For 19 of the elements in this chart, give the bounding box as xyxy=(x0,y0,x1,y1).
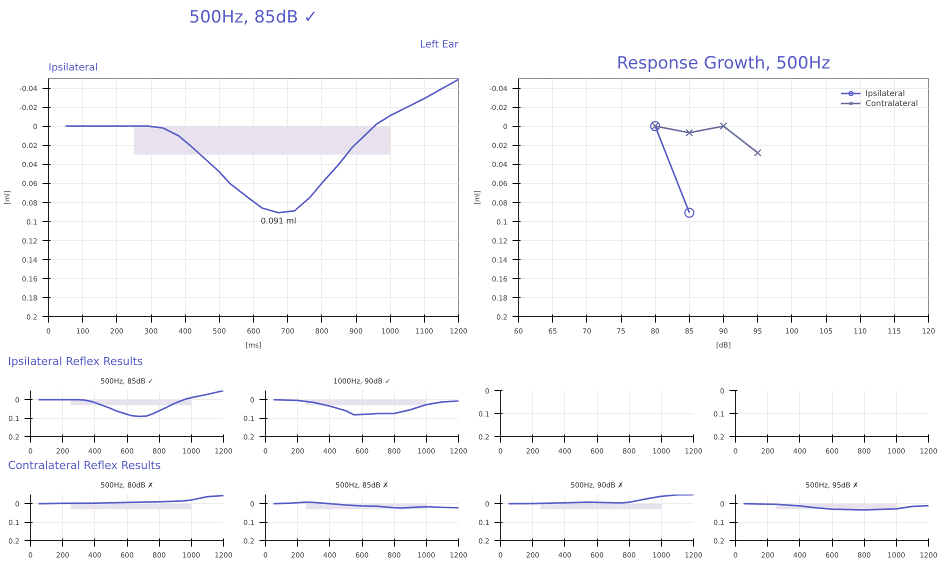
point xyxy=(754,148,762,157)
line-series xyxy=(38,494,224,504)
annotation: 0.091 ml xyxy=(260,216,296,226)
text: Contralateral Reflex Results xyxy=(8,458,161,474)
line-series xyxy=(742,502,928,511)
chart-title: 500Hz, 85dB ✓ xyxy=(189,8,318,28)
text: Ipsilateral xyxy=(48,62,98,74)
line-series xyxy=(508,494,694,504)
point xyxy=(720,122,728,130)
point xyxy=(686,128,694,137)
point xyxy=(684,208,694,218)
legend-label: Contralateral xyxy=(866,98,918,108)
text: Left Ear xyxy=(420,40,460,50)
legend-label: Ipsilateral xyxy=(866,88,905,98)
text: Ipsilateral Reflex Results xyxy=(8,354,143,370)
chart-title: Response Growth, 500Hz xyxy=(616,54,830,74)
line-series xyxy=(272,398,458,416)
line-series xyxy=(64,78,458,214)
line-series xyxy=(38,390,224,418)
